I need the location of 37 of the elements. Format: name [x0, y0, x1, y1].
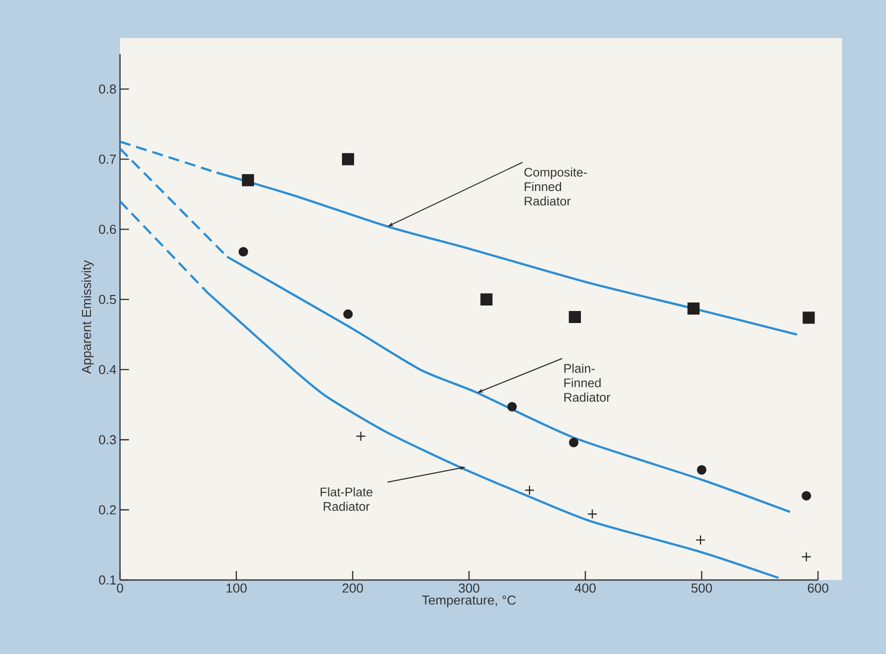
point: [356, 431, 366, 442]
x-tick-label: 0: [116, 584, 124, 593]
x-tick-label: 300: [458, 584, 480, 593]
y-tick-label: 0.7: [98, 154, 116, 164]
point: [480, 293, 493, 306]
point: [801, 552, 812, 562]
point: [238, 247, 248, 257]
point: [524, 485, 535, 496]
x-tick-label: 400: [574, 584, 596, 593]
point: [507, 402, 517, 412]
annotation: Flat-Plate Radiator: [320, 487, 372, 511]
point: [802, 312, 815, 324]
y-tick-label: 0.5: [98, 294, 116, 304]
y-axis-title: Apparent Emissivity: [82, 260, 94, 374]
point: [568, 310, 581, 324]
point: [342, 153, 354, 166]
x-tick-label: 600: [808, 584, 828, 593]
x-tick-label: 500: [691, 584, 712, 593]
point: [802, 491, 812, 501]
x-tick-label: 200: [342, 584, 363, 593]
x-tick-label: 100: [226, 584, 247, 593]
point: [687, 302, 700, 315]
point: [242, 174, 254, 186]
x-axis-title: Temperature, °C: [422, 596, 516, 608]
y-tick-label: 0.4: [98, 365, 116, 374]
point: [568, 438, 578, 448]
y-tick-label: 0.1: [98, 575, 116, 585]
point: [696, 465, 706, 475]
y-tick-label: 0.3: [98, 435, 116, 444]
point: [343, 309, 353, 319]
annotation: Plain-Finned Radiator: [564, 364, 610, 402]
y-tick-label: 0.2: [98, 505, 116, 514]
point: [587, 509, 598, 520]
y-tick-label: 0.8: [98, 84, 116, 94]
point: [695, 534, 706, 546]
annotation: Composite-Finned Radiator: [524, 167, 587, 206]
y-tick-label: 0.6: [98, 224, 116, 234]
